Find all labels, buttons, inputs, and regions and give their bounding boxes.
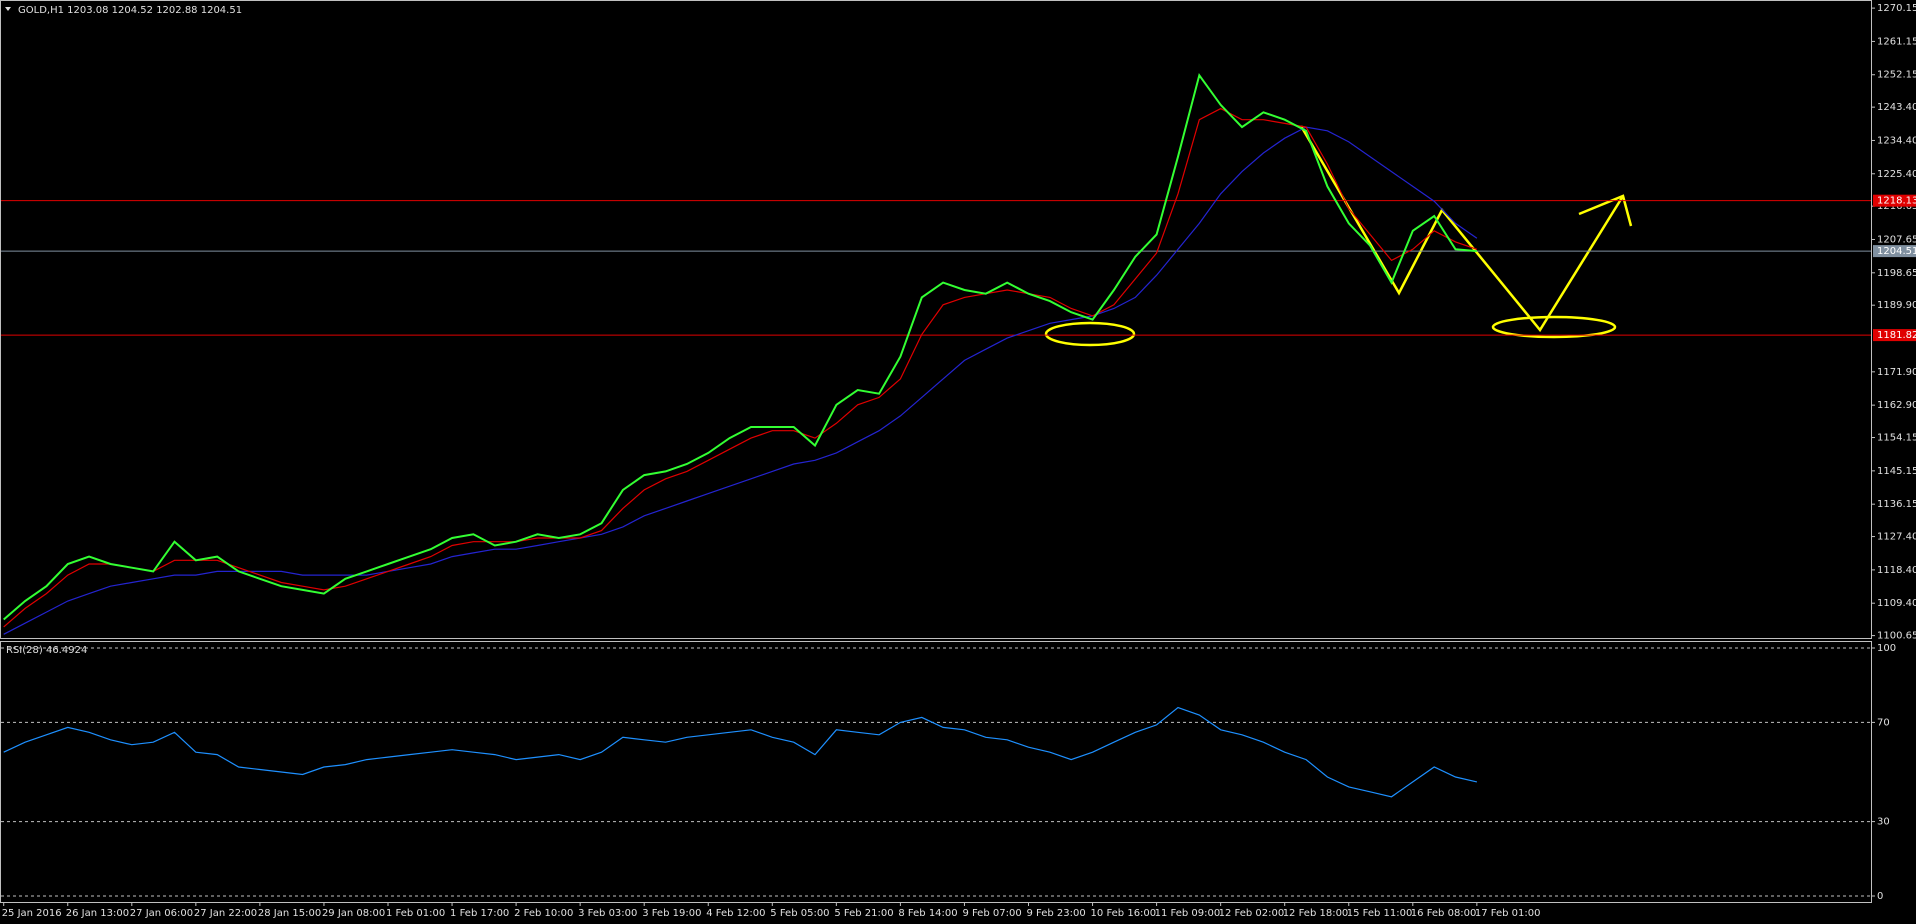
chart-title: GOLD,H1 1203.08 1204.52 1202.88 1204.51 bbox=[18, 5, 242, 16]
y-tick-label: 1252.15 bbox=[1877, 70, 1916, 81]
x-tick-label: 27 Jan 06:00 bbox=[130, 908, 193, 919]
y-tick-label: 1162.90 bbox=[1877, 400, 1916, 411]
x-tick-label: 12 Feb 02:00 bbox=[1219, 908, 1285, 919]
annotation-ellipse bbox=[1044, 321, 1136, 347]
x-tick-label: 1 Feb 17:00 bbox=[450, 908, 509, 919]
series-line bbox=[3, 107, 1478, 628]
level-label: 1181.82 bbox=[1877, 330, 1916, 341]
x-tick-label: 25 Jan 2016 bbox=[2, 908, 62, 919]
y-tick-label: 1145.15 bbox=[1877, 466, 1916, 477]
rsi-title: RSI(28) 46.4924 bbox=[6, 645, 87, 656]
level-label-box bbox=[1873, 245, 1916, 258]
y-tick-label: 100 bbox=[1877, 643, 1896, 654]
x-tick-label: 8 Feb 14:00 bbox=[898, 908, 957, 919]
x-tick-label: 9 Feb 23:00 bbox=[1027, 908, 1086, 919]
x-tick-label: 28 Jan 15:00 bbox=[258, 908, 321, 919]
annotation-arrowhead bbox=[1578, 194, 1633, 227]
y-tick-label: 1136.15 bbox=[1877, 499, 1916, 510]
y-tick-label: 1261.15 bbox=[1877, 36, 1916, 47]
y-tick-label: 1109.40 bbox=[1877, 598, 1916, 609]
y-tick-label: 30 bbox=[1877, 817, 1890, 828]
x-tick-label: 9 Feb 07:00 bbox=[962, 908, 1021, 919]
series-line bbox=[3, 706, 1478, 798]
y-tick-label: 0 bbox=[1877, 891, 1883, 902]
y-tick-label: 1189.90 bbox=[1877, 300, 1916, 311]
x-tick-label: 4 Feb 12:00 bbox=[706, 908, 765, 919]
y-tick-label: 1225.40 bbox=[1877, 169, 1916, 180]
level-label-box bbox=[1873, 329, 1916, 342]
y-tick-label: 1127.40 bbox=[1877, 532, 1916, 543]
x-tick-label: 12 Feb 18:00 bbox=[1283, 908, 1349, 919]
x-tick-label: 10 Feb 16:00 bbox=[1091, 908, 1157, 919]
y-tick-label: 1234.40 bbox=[1877, 135, 1916, 146]
y-tick-label: 1118.40 bbox=[1877, 565, 1916, 576]
y-tick-label: 1243.40 bbox=[1877, 102, 1916, 113]
level-label-box bbox=[1873, 194, 1916, 207]
rsi-panel-frame bbox=[0, 641, 1872, 903]
x-tick-label: 16 Feb 08:00 bbox=[1411, 908, 1477, 919]
y-tick-label: 70 bbox=[1877, 717, 1890, 728]
x-tick-label: 27 Jan 22:00 bbox=[194, 908, 257, 919]
series-line bbox=[3, 72, 1477, 621]
y-tick-label: 1207.65 bbox=[1877, 234, 1916, 245]
x-tick-label: 15 Feb 11:00 bbox=[1347, 908, 1413, 919]
x-tick-label: 3 Feb 03:00 bbox=[578, 908, 637, 919]
x-tick-label: 26 Jan 13:00 bbox=[66, 908, 129, 919]
price-panel-frame bbox=[0, 0, 1872, 639]
x-tick-label: 1 Feb 01:00 bbox=[386, 908, 445, 919]
x-tick-label: 3 Feb 19:00 bbox=[642, 908, 701, 919]
x-tick-label: 5 Feb 05:00 bbox=[770, 908, 829, 919]
y-tick-label: 1100.65 bbox=[1877, 631, 1916, 642]
x-tick-label: 11 Feb 09:00 bbox=[1155, 908, 1221, 919]
x-tick-label: 5 Feb 21:00 bbox=[834, 908, 893, 919]
menu-arrow[interactable] bbox=[5, 7, 11, 11]
x-tick-label: 2 Feb 10:00 bbox=[514, 908, 573, 919]
level-label: 1218.13 bbox=[1877, 196, 1916, 207]
y-tick-label: 1198.65 bbox=[1877, 268, 1916, 279]
y-tick-label: 1171.90 bbox=[1877, 367, 1916, 378]
annotation-ellipse bbox=[1491, 315, 1617, 339]
x-tick-label: 29 Jan 08:00 bbox=[322, 908, 385, 919]
level-label: 1204.51 bbox=[1877, 246, 1916, 257]
x-tick-label: 17 Feb 01:00 bbox=[1475, 908, 1541, 919]
y-tick-label: 1270.15 bbox=[1877, 3, 1916, 14]
y-tick-label: 1154.15 bbox=[1877, 433, 1916, 444]
